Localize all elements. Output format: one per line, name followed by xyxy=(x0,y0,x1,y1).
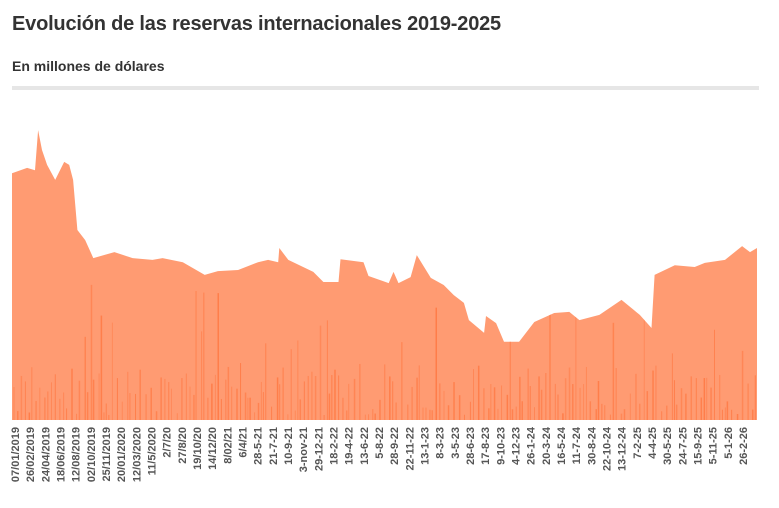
x-tick-label: 26/02/2019 xyxy=(25,427,37,482)
x-tick-label: 4-12-23 xyxy=(511,427,523,465)
area-texture xyxy=(13,263,756,420)
x-tick-label: 5-11-25 xyxy=(708,427,720,464)
x-tick-label: 5-1-26 xyxy=(723,427,735,459)
chart-subtitle: En millones de dólares xyxy=(12,58,165,74)
x-tick-label: 25/11/2019 xyxy=(101,427,113,481)
x-tick-label: 17-8-23 xyxy=(480,427,492,465)
x-tick-label: 14/12/20 xyxy=(207,427,219,470)
x-tick-label: 11-7-24 xyxy=(571,426,583,464)
x-tick-label: 26-2-26 xyxy=(738,427,750,465)
x-tick-label: 3-nov-21 xyxy=(298,427,310,472)
x-tick-label: 22-10-24 xyxy=(602,426,614,471)
x-tick-label: 19/10/20 xyxy=(192,427,204,470)
x-tick-label: 30-8-24 xyxy=(586,426,598,465)
x-tick-label: 24-7-25 xyxy=(677,427,689,465)
header-divider xyxy=(12,86,759,90)
x-tick-label: 24/04/2019 xyxy=(40,427,52,482)
x-tick-label: 4-4-25 xyxy=(647,427,659,459)
x-tick-label: 6/4/21 xyxy=(238,427,250,458)
x-tick-label: 5-8-22 xyxy=(374,427,386,459)
x-tick-label: 10-9-21 xyxy=(283,427,295,465)
x-tick-label: 7-2-25 xyxy=(632,427,644,459)
x-tick-label: 07/01/2019 xyxy=(10,427,22,482)
x-tick-label: 9-10-23 xyxy=(495,427,507,465)
x-tick-label: 12/03/2020 xyxy=(131,427,143,482)
x-tick-label: 20/01/2020 xyxy=(116,427,128,482)
x-tick-label: 11/5/2020 xyxy=(147,427,159,475)
x-tick-label: 12/08/2019 xyxy=(71,427,83,482)
x-tick-label: 28-6-23 xyxy=(465,427,477,465)
x-tick-label: 21-7-21 xyxy=(268,427,280,465)
x-tick-label: 27/8/20 xyxy=(177,427,189,464)
x-tick-label: 8/02/21 xyxy=(222,427,234,464)
x-tick-label: 19-4-22 xyxy=(344,427,356,465)
x-tick-label: 13-6-22 xyxy=(359,427,371,465)
x-tick-label: 22-11-22 xyxy=(404,427,416,470)
x-tick-label: 26-1-24 xyxy=(526,426,538,465)
x-tick-label: 02/10/2019 xyxy=(86,427,98,482)
x-tick-label: 8-3-23 xyxy=(435,427,447,459)
x-tick-label: 2/7/20 xyxy=(162,427,174,458)
x-tick-label: 28-5-21 xyxy=(253,427,265,465)
reserves-area xyxy=(12,130,757,420)
x-axis-ticks: 07/01/2019 26/02/2019 24/04/2019 18/06/2019… xyxy=(10,426,750,482)
x-tick-label: 30-5-25 xyxy=(662,427,674,465)
x-tick-label: 29-12-21 xyxy=(313,427,325,471)
x-tick-label: 3-5-23 xyxy=(450,427,462,459)
x-tick-label: 18/06/2019 xyxy=(56,427,68,482)
x-tick-label: 15-9-25 xyxy=(693,427,705,465)
x-tick-label: 16-5-24 xyxy=(556,426,568,465)
x-tick-label: 13-1-23 xyxy=(420,427,432,465)
x-tick-label: 20-3-24 xyxy=(541,426,553,465)
x-tick-label: 28-9-22 xyxy=(389,427,401,465)
x-tick-label: 13-12-24 xyxy=(617,426,629,471)
chart-title: Evolución de las reservas internacionale… xyxy=(12,13,501,35)
x-tick-label: 18-2-22 xyxy=(329,427,341,465)
